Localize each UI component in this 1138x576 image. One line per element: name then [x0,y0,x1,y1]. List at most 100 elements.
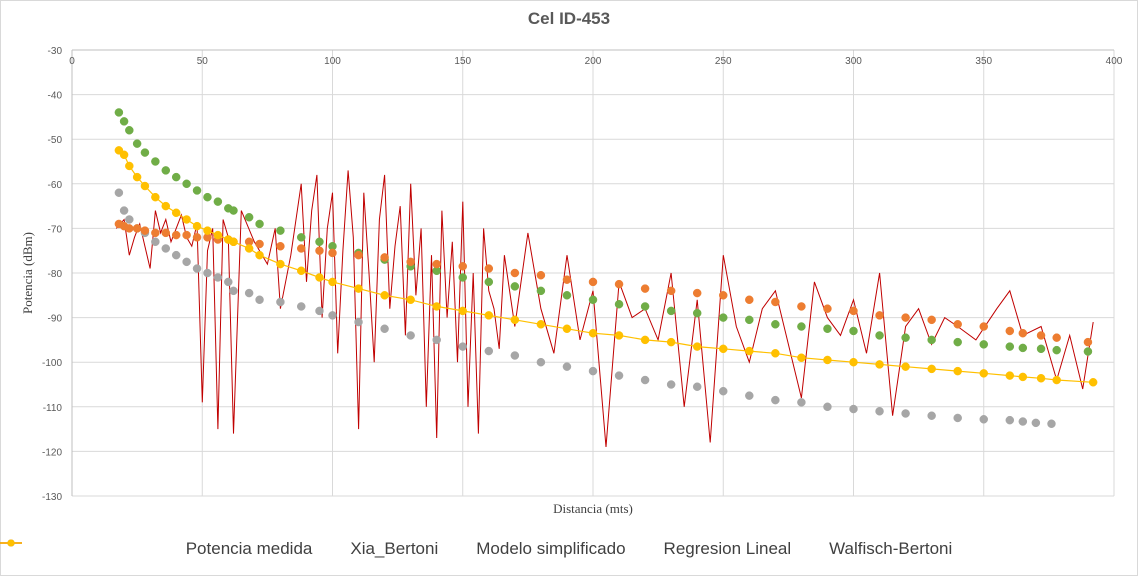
data-point [229,206,238,215]
y-tick-label: -120 [42,447,62,458]
data-point [927,411,936,420]
data-point [823,355,832,365]
data-point [1083,347,1093,356]
data-point [432,259,441,269]
data-point [771,297,780,307]
data-point [224,277,233,287]
chart-legend: Potencia medida Xia_Bertoni Modelo simplif… [0,537,1138,561]
data-point [484,277,494,287]
data-point [562,275,572,284]
data-point [203,226,212,235]
data-point [849,404,858,414]
data-point [328,277,337,287]
data-point [458,262,467,271]
data-point [1036,344,1046,354]
data-point [745,391,754,400]
data-point [797,322,806,331]
data-point [745,346,754,356]
y-tick-label: -30 [48,46,63,57]
data-point [296,302,306,311]
data-point [692,382,702,391]
legend-label: Xia_Bertoni [350,539,439,558]
data-point [1005,371,1015,380]
data-point [213,273,223,282]
data-point [1018,372,1028,382]
legend-swatch [0,539,22,547]
data-point [484,264,494,273]
data-point [901,313,910,322]
data-point [1052,345,1061,355]
legend-item: Walfisch-Bertoni [0,539,953,559]
data-point [771,395,780,405]
data-point [875,311,884,320]
data-point [315,237,324,247]
data-point [161,244,171,253]
legend-item: Potencia medida [0,539,312,559]
data-point [536,270,546,280]
data-point [315,273,324,282]
data-point [161,166,171,175]
y-axis-title: Potencia (dBm) [20,232,35,314]
data-point [823,402,832,412]
data-point [182,215,191,224]
data-point [151,192,160,202]
data-point [315,246,324,255]
data-point [875,360,884,369]
data-point [745,315,754,325]
data-point [114,188,124,197]
x-tick-label: 400 [1106,56,1123,67]
data-point [536,286,546,296]
legend-label: Walfisch-Bertoni [829,539,953,558]
data-point [132,139,142,148]
data-point [979,340,988,349]
x-axis-title: Distancia (mts) [553,501,633,516]
legend-item: Xia_Bertoni [7,539,439,559]
data-point [666,380,676,389]
data-point [719,313,728,322]
legend-item: Regresion Lineal [7,539,792,559]
x-tick-label: 150 [454,56,471,67]
legend-label: Regresion Lineal [663,539,792,558]
data-point [276,241,285,251]
data-point [315,306,324,316]
data-point [1031,418,1041,428]
data-point [140,226,150,235]
data-point [666,306,676,316]
data-point [296,266,306,276]
data-point [849,357,858,367]
data-point [161,228,171,238]
data-point [614,331,624,340]
data-point [588,277,598,287]
data-point [182,179,191,189]
data-point [901,409,910,418]
data-point [901,362,910,371]
data-point [588,328,598,338]
data-point [192,221,202,231]
data-point [562,362,572,371]
data-point [192,264,202,273]
data-point [536,320,546,329]
data-point [182,257,191,267]
data-point [771,349,780,358]
data-point [296,233,306,242]
y-tick-label: -50 [48,135,63,146]
data-point [640,284,650,293]
data-point [255,250,264,260]
data-point [510,315,520,325]
data-point [255,219,264,229]
data-point [953,320,962,329]
data-point [406,295,415,305]
data-point [244,288,254,298]
data-point [458,342,467,351]
data-point [510,282,520,291]
data-point [213,197,223,206]
data-point [510,268,520,278]
data-point [171,208,181,218]
data-point [458,273,467,282]
data-point [380,324,389,333]
data-point [1018,328,1028,338]
data-point [823,324,832,333]
data-point [692,308,702,318]
